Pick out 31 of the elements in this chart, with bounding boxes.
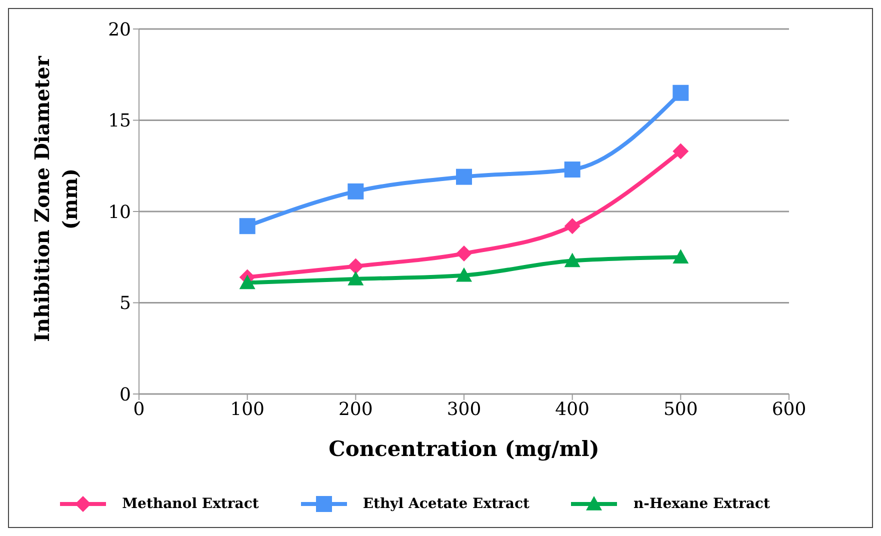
x-tick-label: 200	[338, 398, 373, 420]
x-tick-label: 300	[446, 398, 482, 420]
point	[239, 218, 256, 234]
point	[672, 84, 689, 101]
point	[672, 143, 689, 160]
point	[456, 267, 472, 282]
y-axis-title: Inhibition Zone Diameter (mm)	[30, 56, 82, 342]
x-tick-label: 500	[663, 398, 698, 420]
point	[456, 245, 472, 262]
point	[564, 218, 580, 234]
point	[239, 274, 256, 290]
x-tick-label: 400	[555, 398, 590, 420]
point	[348, 183, 364, 200]
point	[672, 249, 689, 264]
y-tick-label: 5	[120, 293, 131, 314]
x-tick-label: 0	[133, 398, 145, 420]
y-tick-label: 10	[108, 202, 131, 223]
point	[564, 252, 580, 268]
point	[456, 168, 472, 185]
x-tick-label: 600	[772, 398, 806, 420]
legend-label: n-Hexane Extract	[633, 496, 770, 512]
y-tick-label: 15	[108, 110, 131, 132]
point	[348, 258, 364, 274]
y-tick-label: 0	[120, 384, 131, 406]
x-axis-title: Concentration (mg/ml)	[328, 436, 600, 461]
point	[564, 162, 580, 178]
legend-label: Ethyl Acetate Extract	[362, 496, 530, 512]
x-tick-label: 100	[230, 398, 265, 420]
y-tick-label: 20	[108, 19, 131, 40]
legend-label: Methanol Extract	[122, 496, 259, 512]
point	[348, 271, 364, 286]
